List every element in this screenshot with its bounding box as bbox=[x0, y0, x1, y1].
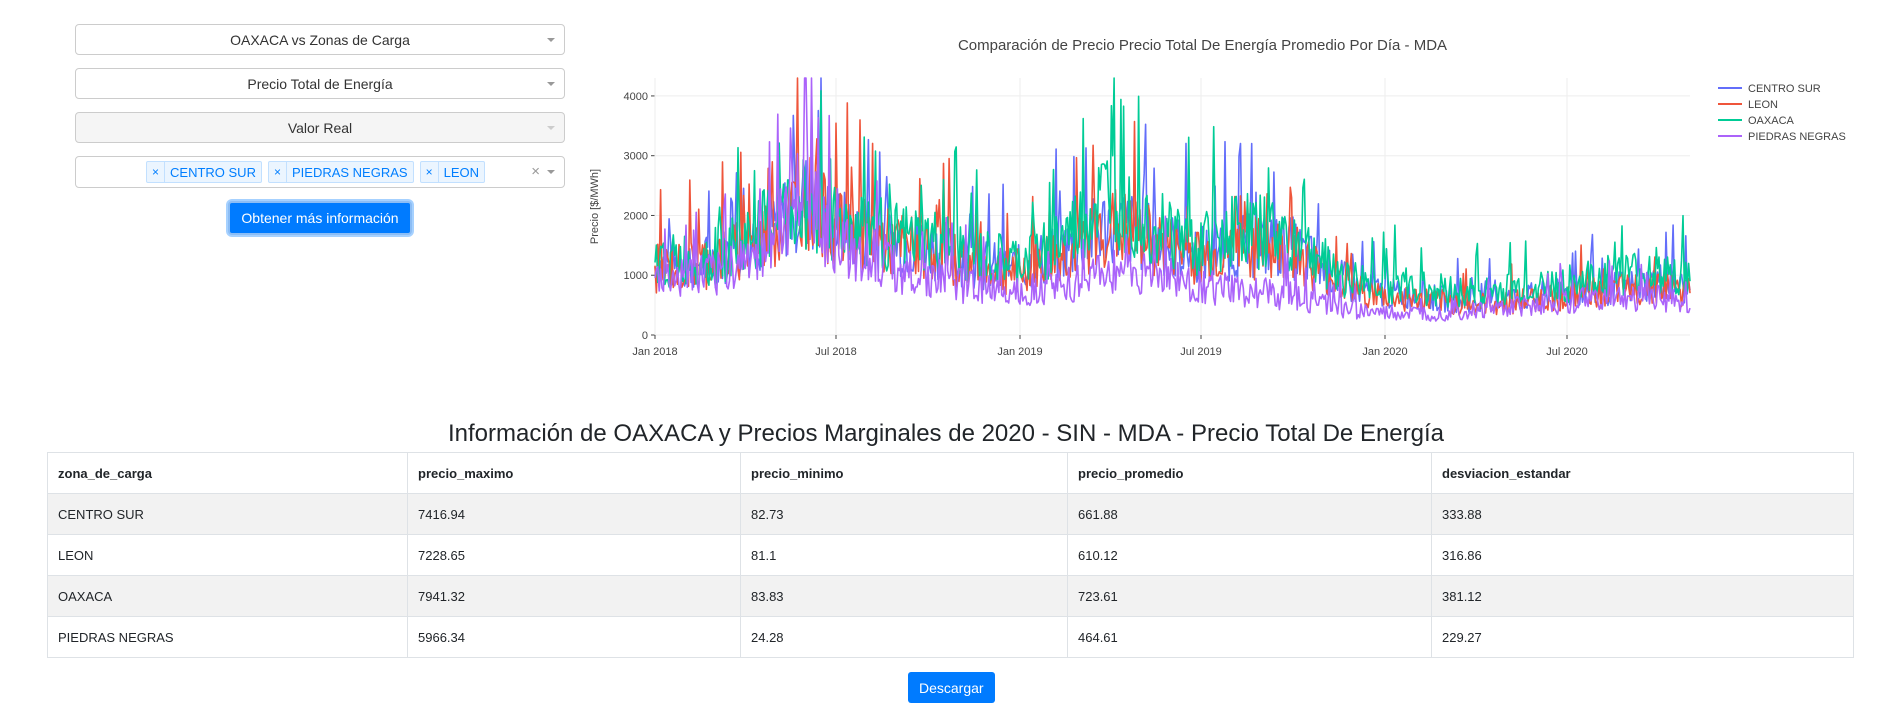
table-cell: 7416.94 bbox=[407, 493, 741, 535]
price-line-chart: Comparación de Precio Precio Total De En… bbox=[589, 37, 1846, 358]
table-row: LEON 7228.65 81.1 610.12 316.86 bbox=[47, 534, 1854, 576]
y-tick-label: 1000 bbox=[624, 270, 648, 282]
more-info-button[interactable]: Obtener más información bbox=[228, 201, 412, 235]
x-tick-label: Jan 2019 bbox=[997, 346, 1042, 358]
column-header: precio_maximo bbox=[407, 452, 741, 494]
x-tick-label: Jul 2020 bbox=[1546, 346, 1588, 358]
zone-tag-label: CENTRO SUR bbox=[170, 164, 256, 180]
table-cell: 610.12 bbox=[1067, 534, 1432, 576]
table-cell: 723.61 bbox=[1067, 575, 1432, 617]
table-row: OAXACA 7941.32 83.83 723.61 381.12 bbox=[47, 575, 1854, 617]
table-header-row: zona_de_carga precio_maximo precio_minim… bbox=[47, 452, 1854, 494]
table-cell: OAXACA bbox=[47, 575, 408, 617]
table-cell: 229.27 bbox=[1431, 616, 1854, 658]
table-cell: 24.28 bbox=[740, 616, 1068, 658]
column-header: precio_minimo bbox=[740, 452, 1068, 494]
table-cell: 5966.34 bbox=[407, 616, 741, 658]
zone-tag: × PIEDRAS NEGRAS bbox=[267, 161, 414, 183]
price-type-dropdown-value: Precio Total de Energía bbox=[247, 75, 393, 92]
price-type-dropdown[interactable]: Precio Total de Energía bbox=[75, 68, 565, 99]
series-line-piedras-negras bbox=[654, 77, 1691, 322]
chevron-down-icon[interactable] bbox=[547, 38, 555, 42]
y-tick-label: 3000 bbox=[624, 151, 648, 163]
column-header: precio_promedio bbox=[1067, 452, 1432, 494]
x-tick-label: Jan 2020 bbox=[1362, 346, 1407, 358]
legend-label: PIEDRAS NEGRAS bbox=[1748, 131, 1846, 143]
legend-label: CENTRO SUR bbox=[1748, 83, 1821, 95]
table-cell: 81.1 bbox=[740, 534, 1068, 576]
remove-tag-icon[interactable]: × bbox=[147, 162, 166, 182]
remove-tag-icon[interactable]: × bbox=[421, 162, 439, 182]
region-dropdown-value: OAXACA vs Zonas de Carga bbox=[230, 31, 410, 48]
chevron-down-icon[interactable] bbox=[547, 82, 555, 86]
y-tick-label: 0 bbox=[642, 330, 648, 342]
x-tick-label: Jul 2018 bbox=[815, 346, 857, 358]
zone-tag: × LEON bbox=[419, 161, 485, 183]
table-cell: 464.61 bbox=[1067, 616, 1432, 658]
value-type-dropdown: Valor Real bbox=[75, 112, 565, 143]
region-dropdown[interactable]: OAXACA vs Zonas de Carga bbox=[75, 24, 565, 55]
results-title: Información de OAXACA y Precios Marginal… bbox=[448, 420, 1444, 447]
table-cell: 83.83 bbox=[740, 575, 1068, 617]
table-cell: 661.88 bbox=[1067, 493, 1432, 535]
table-cell: 7228.65 bbox=[407, 534, 741, 576]
download-button[interactable]: Descargar bbox=[908, 672, 995, 703]
zone-tag-label: LEON bbox=[443, 164, 479, 180]
column-header: desviacion_estandar bbox=[1431, 452, 1854, 494]
legend-label: LEON bbox=[1748, 99, 1778, 111]
chevron-down-icon bbox=[547, 126, 555, 130]
chart-title: Comparación de Precio Precio Total De En… bbox=[958, 37, 1447, 54]
x-tick-label: Jan 2018 bbox=[632, 346, 677, 358]
table-cell: CENTRO SUR bbox=[47, 493, 408, 535]
value-type-dropdown-value: Valor Real bbox=[287, 119, 353, 136]
y-axis-label: Precio [$/MWh] bbox=[589, 169, 601, 244]
column-header: zona_de_carga bbox=[47, 452, 408, 494]
zone-tag-label: PIEDRAS NEGRAS bbox=[291, 164, 408, 180]
controls-panel: OAXACA vs Zonas de Carga Precio Total de… bbox=[75, 24, 565, 235]
y-tick-label: 2000 bbox=[624, 210, 648, 222]
chevron-down-icon[interactable] bbox=[547, 170, 555, 174]
table-cell: PIEDRAS NEGRAS bbox=[47, 616, 408, 658]
table-cell: 82.73 bbox=[740, 493, 1068, 535]
zones-multiselect[interactable]: × CENTRO SUR × PIEDRAS NEGRAS × LEON × bbox=[75, 156, 565, 188]
table-cell: 381.12 bbox=[1431, 575, 1854, 617]
clear-icon[interactable]: × bbox=[531, 163, 540, 180]
table-cell: 316.86 bbox=[1431, 534, 1854, 576]
table-row: PIEDRAS NEGRAS 5966.34 24.28 464.61 229.… bbox=[47, 616, 1854, 658]
zone-tag: × CENTRO SUR bbox=[146, 161, 262, 183]
table-row: CENTRO SUR 7416.94 82.73 661.88 333.88 bbox=[47, 493, 1854, 535]
table-cell: 333.88 bbox=[1431, 493, 1854, 535]
table-cell: LEON bbox=[47, 534, 408, 576]
legend-label: OAXACA bbox=[1748, 115, 1795, 127]
y-tick-label: 4000 bbox=[624, 91, 648, 103]
remove-tag-icon[interactable]: × bbox=[269, 162, 287, 182]
x-tick-label: Jul 2019 bbox=[1180, 346, 1222, 358]
results-table: zona_de_carga precio_maximo precio_minim… bbox=[47, 452, 1854, 658]
table-cell: 7941.32 bbox=[407, 575, 741, 617]
